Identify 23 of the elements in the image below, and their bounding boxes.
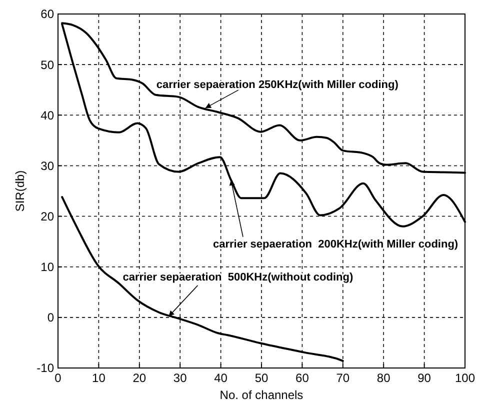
y-axis-title: SIR(db) <box>13 170 27 212</box>
annotation: carrier sepaeration 500KHz(without coding) <box>122 271 354 284</box>
y-tick-label: 20 <box>40 209 54 224</box>
x-tick-label: 100 <box>454 371 476 385</box>
y-tick-label: 0 <box>47 310 54 325</box>
y-tick-label: 60 <box>40 7 54 22</box>
y-tick-label: 40 <box>40 108 54 122</box>
x-tick-label: 20 <box>132 371 146 385</box>
y-tick-label: 50 <box>40 58 54 72</box>
x-tick-label: 30 <box>173 371 188 385</box>
y-tick-label: 30 <box>40 158 54 173</box>
x-tick-label: 60 <box>296 371 310 385</box>
x-tick-label: 80 <box>376 371 391 385</box>
annotation: carrier sepaeration 200KHz(with Miller coding) <box>212 238 458 251</box>
x-axis-title: No. of channels <box>220 388 304 402</box>
x-tick-label: 70 <box>336 371 350 385</box>
x-tick-label: 50 <box>254 371 268 385</box>
x-tick-label: 90 <box>418 371 432 385</box>
x-tick-label: 40 <box>214 371 228 385</box>
y-tick-label: 10 <box>40 260 54 274</box>
annotation: carrier sepaeration 250KHz(with Miller coding) <box>156 78 399 91</box>
y-tick-label: -10 <box>36 361 54 376</box>
x-tick-label: 10 <box>92 371 106 385</box>
